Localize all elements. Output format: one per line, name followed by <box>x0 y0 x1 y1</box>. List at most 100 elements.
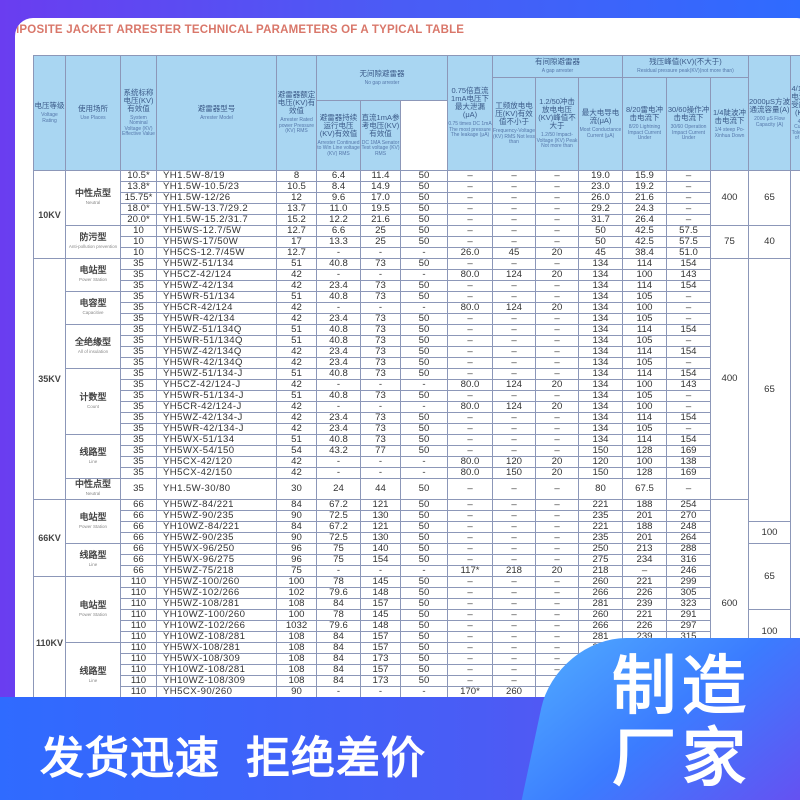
use-place-cell: 电站型 Power Station <box>65 576 121 643</box>
freq-voltage-cell: – <box>447 203 493 215</box>
residual-8-20-cell: 120 <box>578 456 623 468</box>
model-cell: YH1.5W-15.2/31.7 <box>156 214 277 226</box>
conductance-cell: – <box>535 532 579 544</box>
dc-ref-cell: 73 <box>360 313 401 325</box>
model-cell: YH5WZ-84/221 <box>156 499 277 511</box>
mcov-cell: 84 <box>316 664 361 676</box>
impulse-voltage-cell: 218 <box>492 565 536 577</box>
table-row: 35 YH5CZ-42/124 42- - -80.0 124 20 134 100 143 <box>34 269 800 281</box>
leakage-cell: 50 <box>400 554 448 566</box>
dc-ref-cell: - <box>360 247 401 259</box>
residual-1-4-cell: – <box>666 192 711 204</box>
model-cell: YH5WZ-90/235 <box>156 532 277 544</box>
rated-voltage-cell: 90 <box>276 532 317 544</box>
rated-voltage-cell: 10.5 <box>276 181 317 193</box>
leakage-cell: 50 <box>400 499 448 511</box>
dc-ref-cell: 11.4 <box>360 170 401 182</box>
residual-8-20-cell: 134 <box>578 291 623 303</box>
leakage-cell: 50 <box>400 598 448 610</box>
dc-ref-cell: 130 <box>360 532 401 544</box>
table-row: 66 YH5WZ-90/235 90 72.5 130 50– – –235 201 264 <box>34 532 800 544</box>
mcov-cell: 78 <box>316 609 361 621</box>
model-cell: YH10WZ-84/221 <box>156 521 277 533</box>
freq-voltage-cell: 26.0 <box>447 247 493 259</box>
system-voltage-cell: 66 <box>120 565 157 577</box>
rated-voltage-cell: 30 <box>276 478 317 500</box>
conductance-cell: – <box>535 543 579 555</box>
system-voltage-cell: 10 <box>120 247 157 259</box>
dc-ref-cell: 73 <box>360 412 401 424</box>
residual-30-60-cell: 114 <box>622 280 667 292</box>
conductance-cell: – <box>535 214 579 226</box>
header-lightning: 8/20雷电冲击电流下 8/20 Lightning Impact Current… <box>622 77 667 171</box>
freq-voltage-cell: 80.0 <box>447 379 493 391</box>
table-row: 110 YH10WZ-102/266 1032 79.6 148 50– – –266 226 2… <box>34 620 800 632</box>
header-freq-voltage: 工频放电电压(KV)有效值不小于 Frequency-Voltage (KV) R… <box>492 77 536 171</box>
residual-1-4-cell: 57.5 <box>666 236 711 248</box>
residual-8-20-cell: 134 <box>578 434 623 446</box>
model-cell: YH5WR-42/134Q <box>156 357 277 369</box>
model-cell: YH5WX-96/250 <box>156 543 277 555</box>
dc-ref-cell: 44 <box>360 478 401 500</box>
residual-1-4-cell: – <box>666 401 711 413</box>
mcov-cell: 8.4 <box>316 181 361 193</box>
residual-8-20-cell: 221 <box>578 521 623 533</box>
freq-voltage-cell: – <box>447 554 493 566</box>
header-label-cn: 避雷器额定电压(KV)有效值 <box>277 90 316 116</box>
leakage-cell: 50 <box>400 631 448 643</box>
impulse-voltage-cell: – <box>492 368 536 380</box>
residual-1-4-cell: 291 <box>666 609 711 621</box>
leakage-cell: 50 <box>400 653 448 665</box>
table-row: 35 YH5CZ-42/124-J 42- - -80.0 124 20 134 100 143 <box>34 379 800 391</box>
rated-voltage-cell: 96 <box>276 543 317 555</box>
freq-voltage-cell: 80.0 <box>447 456 493 468</box>
use-place-cell: 线路型 Line <box>65 434 121 479</box>
residual-8-20-cell: 235 <box>578 510 623 522</box>
residual-1-4-cell: – <box>666 313 711 325</box>
residual-30-60-cell: 105 <box>622 423 667 435</box>
conductance-cell: – <box>535 412 579 424</box>
residual-30-60-cell: 128 <box>622 445 667 457</box>
conductance-cell: – <box>535 620 579 632</box>
use-place-cell: 电站型 Power Station <box>65 258 121 292</box>
system-voltage-cell: 35 <box>120 302 157 314</box>
system-voltage-cell: 110 <box>120 609 157 621</box>
rated-voltage-cell: 42 <box>276 412 317 424</box>
rated-voltage-cell: 42 <box>276 423 317 435</box>
header-label-cn: 1.2/50冲击放电电压(KV)峰值不大于 <box>538 97 576 131</box>
residual-30-60-cell: – <box>622 565 667 577</box>
residual-8-20-cell: 134 <box>578 313 623 325</box>
conductance-cell: – <box>535 642 579 654</box>
leakage-cell: 50 <box>400 445 448 457</box>
use-place-cell: 电容型 Capacitive <box>65 291 121 325</box>
header-label-en: System Nominal Voltage (KV) Effective Va… <box>122 114 155 137</box>
model-cell: YH5CS-12.7/45W <box>156 247 277 259</box>
use-place-cell: 计数型 Count <box>65 368 121 435</box>
header-label-en: Arrester Rated power Pressure (KV) RMS <box>278 117 314 135</box>
residual-30-60-cell: 100 <box>622 456 667 468</box>
residual-1-4-cell: – <box>666 291 711 303</box>
dc-ref-cell: 121 <box>360 499 401 511</box>
mcov-cell: 72.5 <box>316 510 361 522</box>
residual-1-4-cell: – <box>666 181 711 193</box>
mcov-cell: - <box>316 269 361 281</box>
freq-voltage-cell: – <box>447 499 493 511</box>
freq-voltage-cell: – <box>447 521 493 533</box>
impulse-voltage-cell: – <box>492 631 536 643</box>
header-use-places: 使用场所 Use Places <box>65 55 121 171</box>
dc-ref-cell: 25 <box>360 225 401 237</box>
leakage-cell: 50 <box>400 478 448 500</box>
rated-voltage-cell: 108 <box>276 675 317 687</box>
conductance-cell: – <box>535 445 579 457</box>
model-cell: YH5WZ-51/134Q <box>156 324 277 336</box>
conductance-cell: 20 <box>535 467 579 479</box>
model-cell: YH5WR-42/134-J <box>156 423 277 435</box>
conductance-cell: 20 <box>535 302 579 314</box>
residual-8-20-cell: 134 <box>578 412 623 424</box>
leakage-cell: 50 <box>400 390 448 402</box>
use-place-cn: 电站型 <box>79 511 107 522</box>
rated-voltage-cell: 42 <box>276 379 317 391</box>
residual-1-4-cell: 143 <box>666 269 711 281</box>
table-row: 线路型 Line 66 YH5WX-96/250 96 75 140 50– – –250 213 2… <box>34 543 800 610</box>
model-cell: YH5WZ-42/134-J <box>156 412 277 424</box>
